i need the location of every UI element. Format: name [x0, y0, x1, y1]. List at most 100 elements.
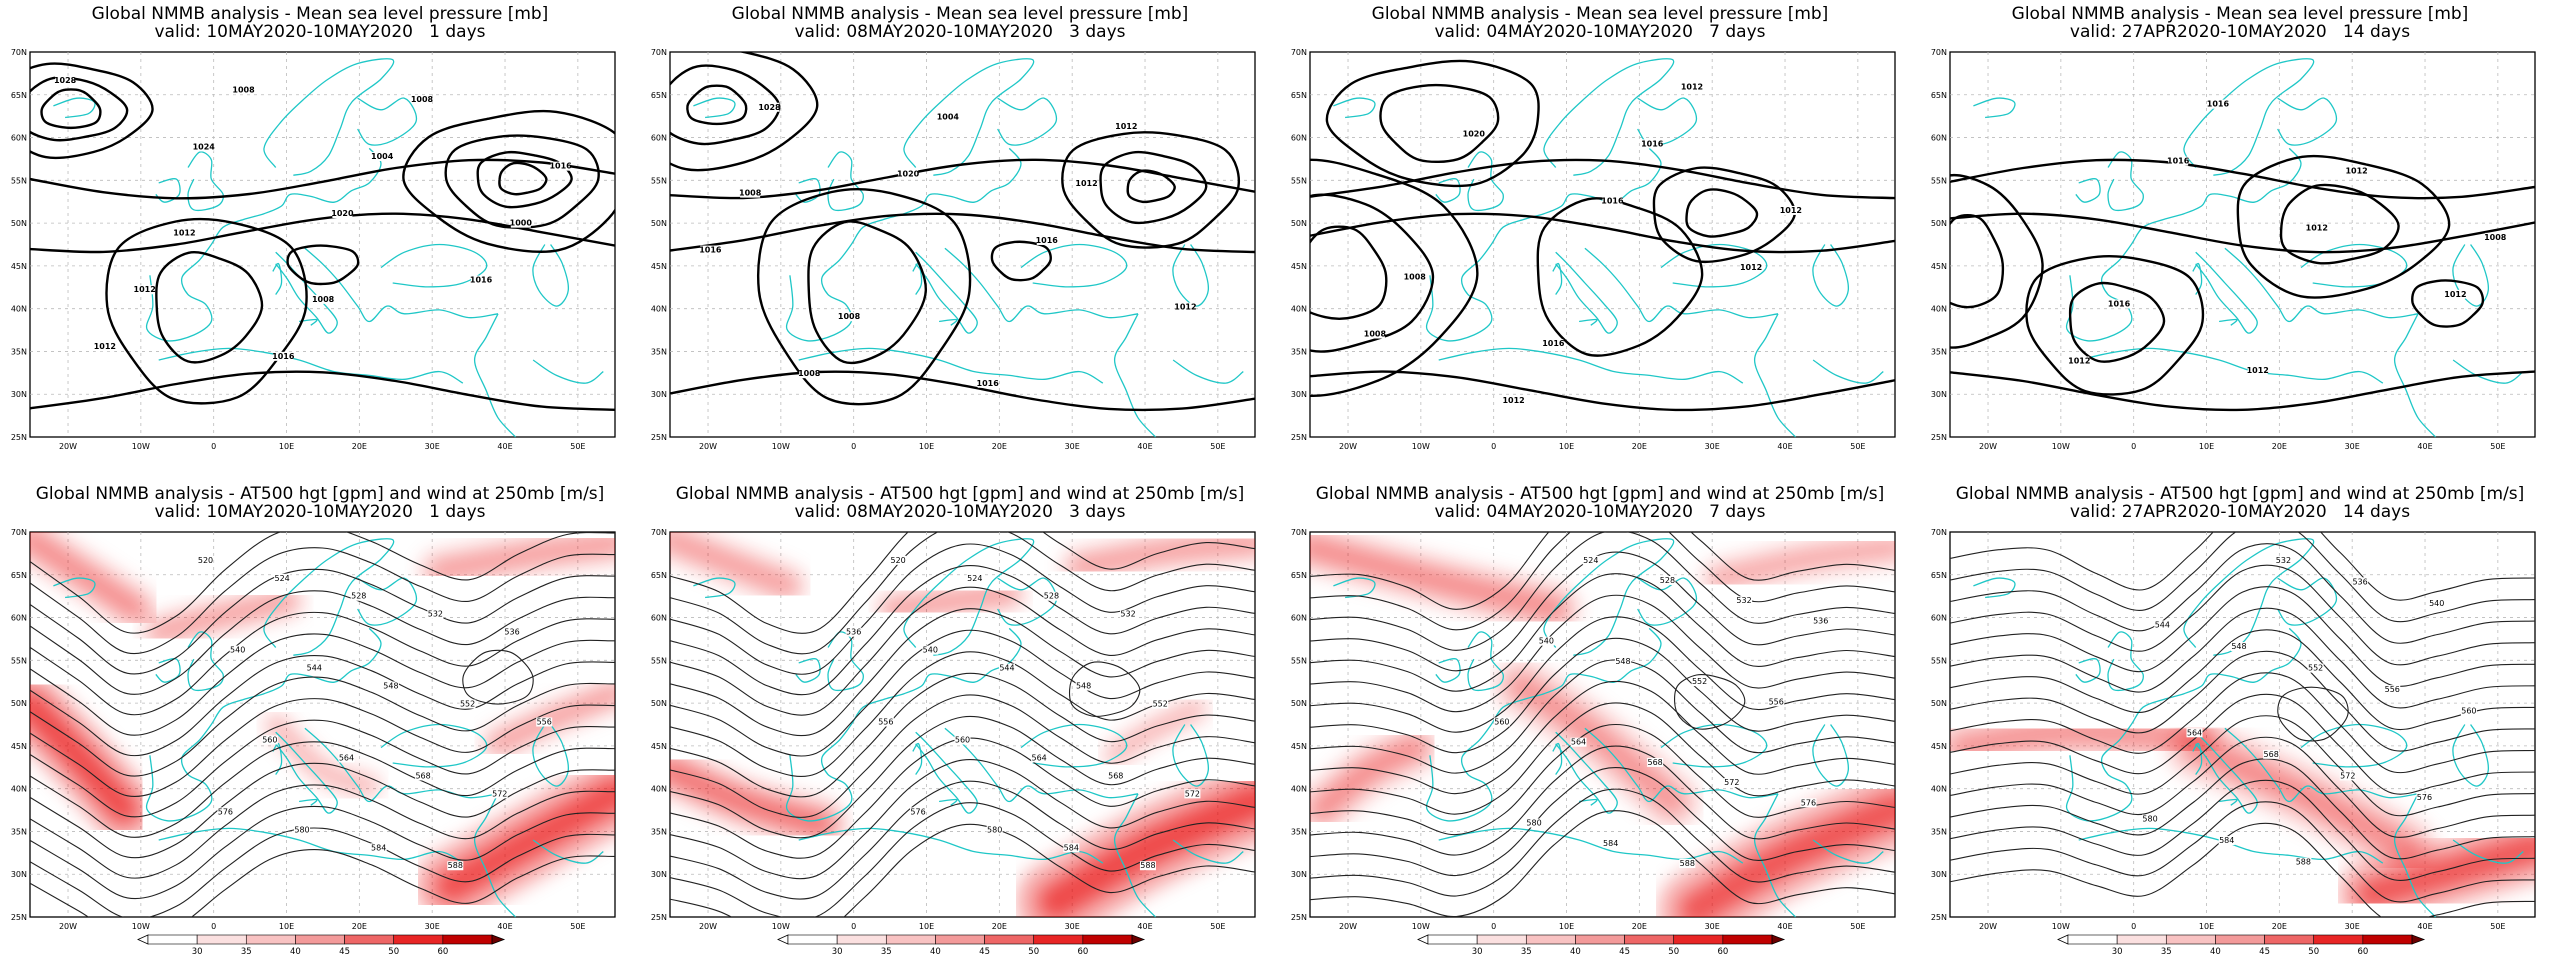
- coastline: [1584, 727, 1779, 803]
- isobar: [990, 240, 1052, 282]
- coastline: [158, 827, 464, 864]
- isobar: [1950, 370, 2535, 412]
- hgt-panel-14d: Global NMMB analysis - AT500 hgt [gpm] a…: [1920, 480, 2560, 960]
- lon-tick-label: 40E: [1137, 922, 1152, 931]
- lat-tick-label: 60N: [651, 134, 667, 143]
- coastline: [1579, 798, 1598, 806]
- mslp-map-1d: 25N 30N 35N 40N 45N 50N 55N 60N 65N 70N 20W 10W 0 10E…: [11, 48, 616, 451]
- height-label: 588: [1140, 861, 1155, 870]
- height-contour: [1310, 532, 1895, 651]
- height-label-bg: [1723, 778, 1740, 788]
- coastline: [2224, 727, 2419, 803]
- lon-tick-label: 30E: [2345, 442, 2360, 451]
- height-label-bg: [1184, 789, 1201, 799]
- coastline: [795, 658, 821, 683]
- isobar-label-bg: [372, 152, 393, 162]
- lon-tick-label: 20W: [59, 442, 77, 451]
- coastline: [2107, 151, 2144, 212]
- lat-tick-label: 55N: [11, 176, 27, 185]
- isobar: [2068, 281, 2166, 363]
- coastline: [1973, 577, 2016, 599]
- coastline: [1425, 147, 1662, 342]
- height-contour: [670, 608, 1255, 737]
- colorbar-label: 45: [339, 947, 350, 957]
- isobar-label: 1012: [2345, 166, 2367, 175]
- isobar: [807, 220, 928, 365]
- lat-tick-label: 55N: [651, 656, 667, 665]
- isobar-label: 1012: [1681, 82, 1703, 91]
- lat-tick-label: 40N: [651, 305, 667, 314]
- coastline: [2452, 724, 2490, 787]
- lon-tick-label: 40E: [1137, 442, 1152, 451]
- height-label: 556: [1769, 697, 1784, 706]
- height-contour: [1950, 650, 2535, 752]
- coastline: [532, 244, 570, 307]
- height-label: 568: [2264, 750, 2279, 759]
- lat-tick-label: 45N: [11, 262, 27, 271]
- lat-tick-label: 50N: [651, 219, 667, 228]
- height-label-bg: [2295, 857, 2312, 867]
- colorbar-swatch: [984, 934, 1035, 945]
- coastline: [187, 631, 224, 692]
- lon-tick-label: 10W: [772, 442, 790, 451]
- panel-period: valid: 27APR2020-10MAY2020 14 days: [2069, 502, 2411, 522]
- height-label-bg: [1152, 699, 1169, 709]
- panel-period: valid: 04MAY2020-10MAY2020 7 days: [1434, 22, 1766, 42]
- height-label-bg: [1120, 609, 1137, 619]
- height-contours: [1310, 532, 1895, 917]
- coastline: [1555, 731, 1618, 814]
- lat-tick-label: 30N: [1291, 870, 1307, 879]
- lat-tick-label: 70N: [651, 48, 667, 57]
- height-label-bg: [1031, 753, 1048, 763]
- coastline: [1552, 262, 1563, 295]
- height-contour: [1950, 779, 2535, 881]
- height-contour: [670, 694, 1255, 818]
- height-label: 536: [846, 628, 861, 637]
- coastline: [2219, 318, 2238, 326]
- height-contours: [670, 532, 1255, 917]
- panel-title: Global NMMB analysis - Mean sea level pr…: [731, 4, 1189, 24]
- isobar-label-bg: [174, 228, 195, 238]
- isobar-label: 1008: [1364, 330, 1387, 339]
- lon-tick-label: 0: [2131, 442, 2136, 451]
- lon-tick-label: 40E: [497, 922, 512, 931]
- height-label-bg: [504, 627, 521, 637]
- height-contour: [1950, 532, 2535, 601]
- colorbar-swatch: [2116, 934, 2167, 945]
- height-label-bg: [2230, 642, 2247, 652]
- lat-tick-label: 55N: [11, 656, 27, 665]
- coastline: [304, 247, 499, 323]
- isobar-label: 1000: [510, 219, 533, 228]
- colorbar-label: 40: [930, 947, 941, 957]
- height-label: 564: [2187, 728, 2202, 737]
- height-label-bg: [966, 573, 983, 583]
- coastline: [915, 731, 978, 814]
- isobar-label-bg: [1175, 302, 1196, 312]
- isobar: [1310, 158, 1895, 200]
- lat-tick-label: 45N: [651, 262, 667, 271]
- jet-streak-core: [2356, 833, 2535, 909]
- colorbar-label: 50: [388, 947, 399, 957]
- height-label-bg: [1602, 838, 1619, 848]
- lat-tick-label: 35N: [651, 827, 667, 836]
- coastline: [1467, 631, 1504, 692]
- panel-title: Global NMMB analysis - Mean sea level pr…: [91, 4, 549, 24]
- height-contour: [30, 654, 615, 757]
- lat-tick-label: 25N: [11, 433, 27, 442]
- isobar-label: 1012: [2247, 366, 2269, 375]
- isobar-label-bg: [1036, 235, 1057, 245]
- isobar-label: 1020: [1463, 130, 1486, 139]
- mslp-map-7d: 25N 30N 35N 40N 45N 50N 55N 60N 65N 70N 20W 10W 0 10E…: [1291, 48, 1896, 451]
- lat-tick-label: 35N: [651, 347, 667, 356]
- height-contour: [670, 823, 1255, 917]
- height-label-bg: [1075, 681, 1092, 691]
- height-contour: [1310, 616, 1895, 733]
- height-contour: [1310, 680, 1895, 795]
- lat-tick-label: 35N: [11, 347, 27, 356]
- jet-streak-core: [1108, 702, 1203, 762]
- height-contour: [30, 568, 615, 675]
- lat-tick-label: 55N: [1291, 656, 1307, 665]
- isobar: [30, 76, 129, 142]
- height-label: 524: [1583, 556, 1598, 565]
- lon-tick-label: 10E: [919, 442, 934, 451]
